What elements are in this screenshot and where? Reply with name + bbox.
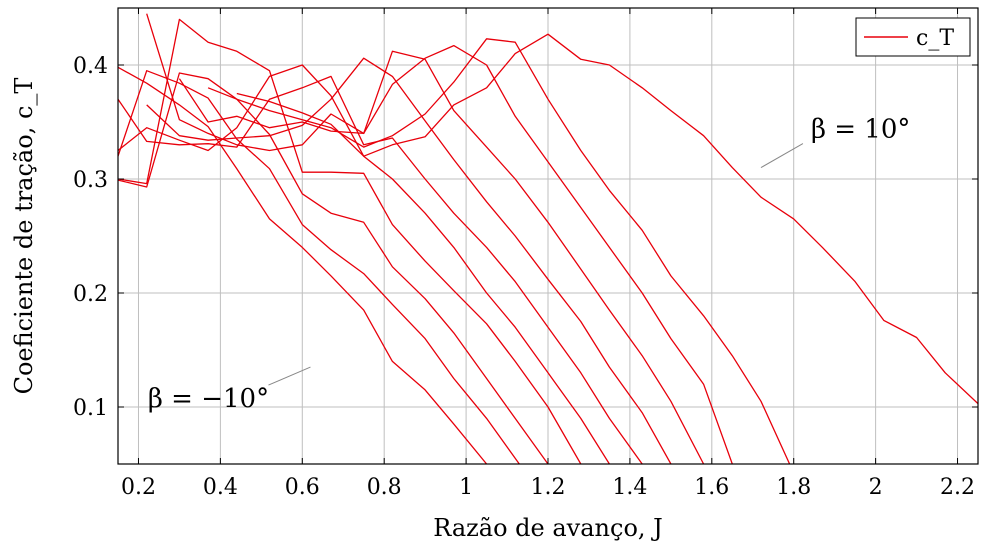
- x-tick-label: 0.8: [367, 475, 402, 500]
- y-axis-title: Coeficiente de tração, c_T: [10, 78, 38, 395]
- x-tick-label: 1.4: [612, 475, 647, 500]
- series-line-1: [118, 66, 488, 464]
- grid: [118, 8, 978, 464]
- series-line-11: [236, 33, 978, 405]
- x-tick-label: 2.2: [940, 475, 975, 500]
- y-tick-label: 0.2: [73, 282, 108, 307]
- series-line-4: [118, 18, 582, 464]
- tick-labels: 0.2 0.4 0.6 0.8 1 1.2 1.4 1.6 1.8 2 2.2 0.1 0.2 0.3 0.…: [73, 54, 975, 500]
- series-layer: [118, 13, 978, 464]
- annotation-pointer-beta-10: [760, 143, 804, 169]
- x-tick-label: 1.6: [694, 475, 729, 500]
- annotation-beta-10: β = 10°: [811, 115, 910, 145]
- x-tick-label: 2: [869, 475, 883, 500]
- x-tick-label: 1.2: [531, 475, 566, 500]
- x-tick-label: 0.2: [121, 475, 156, 500]
- y-tick-label: 0.4: [73, 54, 108, 79]
- series-line-9: [178, 44, 733, 464]
- annotation-beta-neg10: β = −10°: [148, 384, 269, 414]
- ticks: [118, 8, 978, 464]
- x-tick-label: 1.8: [776, 475, 811, 500]
- series-line-8: [146, 13, 705, 464]
- x-axis-title: Razão de avanço, J: [433, 514, 663, 542]
- annotation-pointer-beta-neg10: [268, 366, 311, 386]
- legend-label: c_T: [916, 26, 954, 51]
- series-line-10: [207, 38, 791, 464]
- legend: c_T: [855, 17, 971, 57]
- series-line-3: [118, 72, 549, 464]
- series-line-7: [146, 57, 672, 464]
- annotations: β = 10° β = −10°: [148, 115, 911, 415]
- y-tick-label: 0.3: [73, 168, 108, 193]
- x-tick-label: 1: [459, 475, 473, 500]
- x-tick-label: 0.4: [203, 475, 238, 500]
- y-tick-label: 0.1: [73, 396, 108, 421]
- x-tick-label: 0.6: [285, 475, 320, 500]
